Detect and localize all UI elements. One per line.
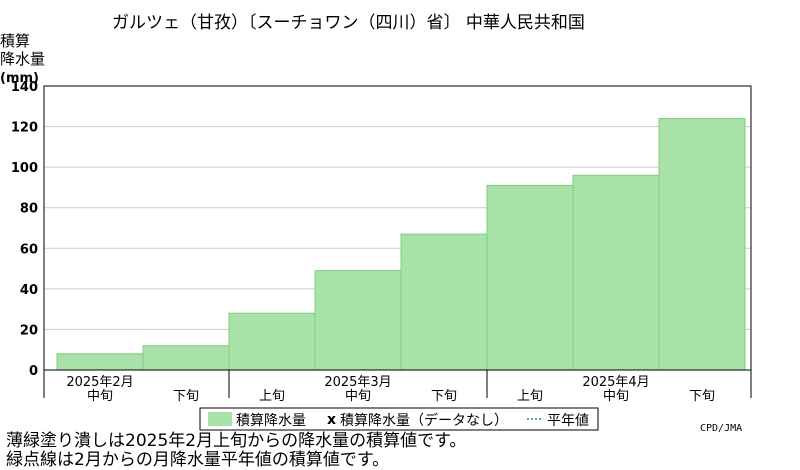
bar xyxy=(314,270,402,371)
y-tick-label: 0 xyxy=(29,364,38,379)
chart-title: ガルツェ（甘孜）〔スーチョワン（四川）省〕 中華人民共和国 xyxy=(112,13,585,33)
legend: 積算降水量 x 積算降水量（データなし） 平年値 xyxy=(199,407,599,431)
y-tick-label: 20 xyxy=(20,323,38,338)
y-axis-label-line: 積算 xyxy=(0,32,30,50)
x-tick-label: 下旬 xyxy=(689,389,715,404)
legend-box xyxy=(199,407,599,431)
y-tick-label: 100 xyxy=(11,161,38,176)
y-tick-label: 120 xyxy=(11,121,38,136)
y-axis-ticks: 0 20 40 60 80 100 120 140 xyxy=(11,80,38,379)
y-tick-label: 40 xyxy=(20,283,38,298)
bar xyxy=(142,345,230,371)
bar xyxy=(228,312,316,371)
x-tick-label: 中旬 xyxy=(87,389,113,404)
credit-text: CPD/JMA xyxy=(700,423,742,434)
x-tick-label: 中旬 xyxy=(603,389,629,404)
bar xyxy=(572,174,660,371)
y-tick-label: 140 xyxy=(11,80,38,95)
bar-series xyxy=(56,117,746,371)
x-tick-label: 下旬 xyxy=(173,389,199,404)
x-axis-labels: 中旬 下旬 上旬 中旬 下旬 上旬 中旬 下旬 2025年2月 2025年3月 2025年4月 xyxy=(43,369,752,404)
legend-label-accumulated: 積算降水量 xyxy=(236,413,306,429)
note-line-1: 薄緑塗り潰しは2025年2月上旬からの降水量の積算値です。 xyxy=(6,431,467,451)
note-line-2: 緑点線は2月からの月降水量平年値の積算値です。 xyxy=(6,450,390,470)
y-tick-label: 60 xyxy=(20,242,38,257)
bar xyxy=(486,184,574,371)
y-axis-label-line: 降水量 xyxy=(0,50,45,68)
bar xyxy=(400,233,488,371)
bar xyxy=(658,117,746,371)
y-tick-label: 80 xyxy=(20,202,38,217)
x-tick-label: 上旬 xyxy=(517,389,543,404)
legend-marker-x: x xyxy=(327,412,336,428)
x-month-label: 2025年4月 xyxy=(582,375,649,390)
x-tick-label: 上旬 xyxy=(259,389,285,404)
y-axis-label: 積算降水量 (mm) xyxy=(0,32,45,86)
x-month-label: 2025年3月 xyxy=(324,375,391,390)
bar xyxy=(56,353,144,371)
x-month-label: 2025年2月 xyxy=(66,375,133,390)
legend-label-nodata: 積算降水量（データなし） xyxy=(340,412,508,429)
legend-swatch xyxy=(208,412,232,426)
x-tick-label: 中旬 xyxy=(345,389,371,404)
x-tick-label: 下旬 xyxy=(431,389,457,404)
legend-label-normal: 平年値 xyxy=(547,413,589,429)
y-axis-label-line: (mm) xyxy=(0,71,39,86)
